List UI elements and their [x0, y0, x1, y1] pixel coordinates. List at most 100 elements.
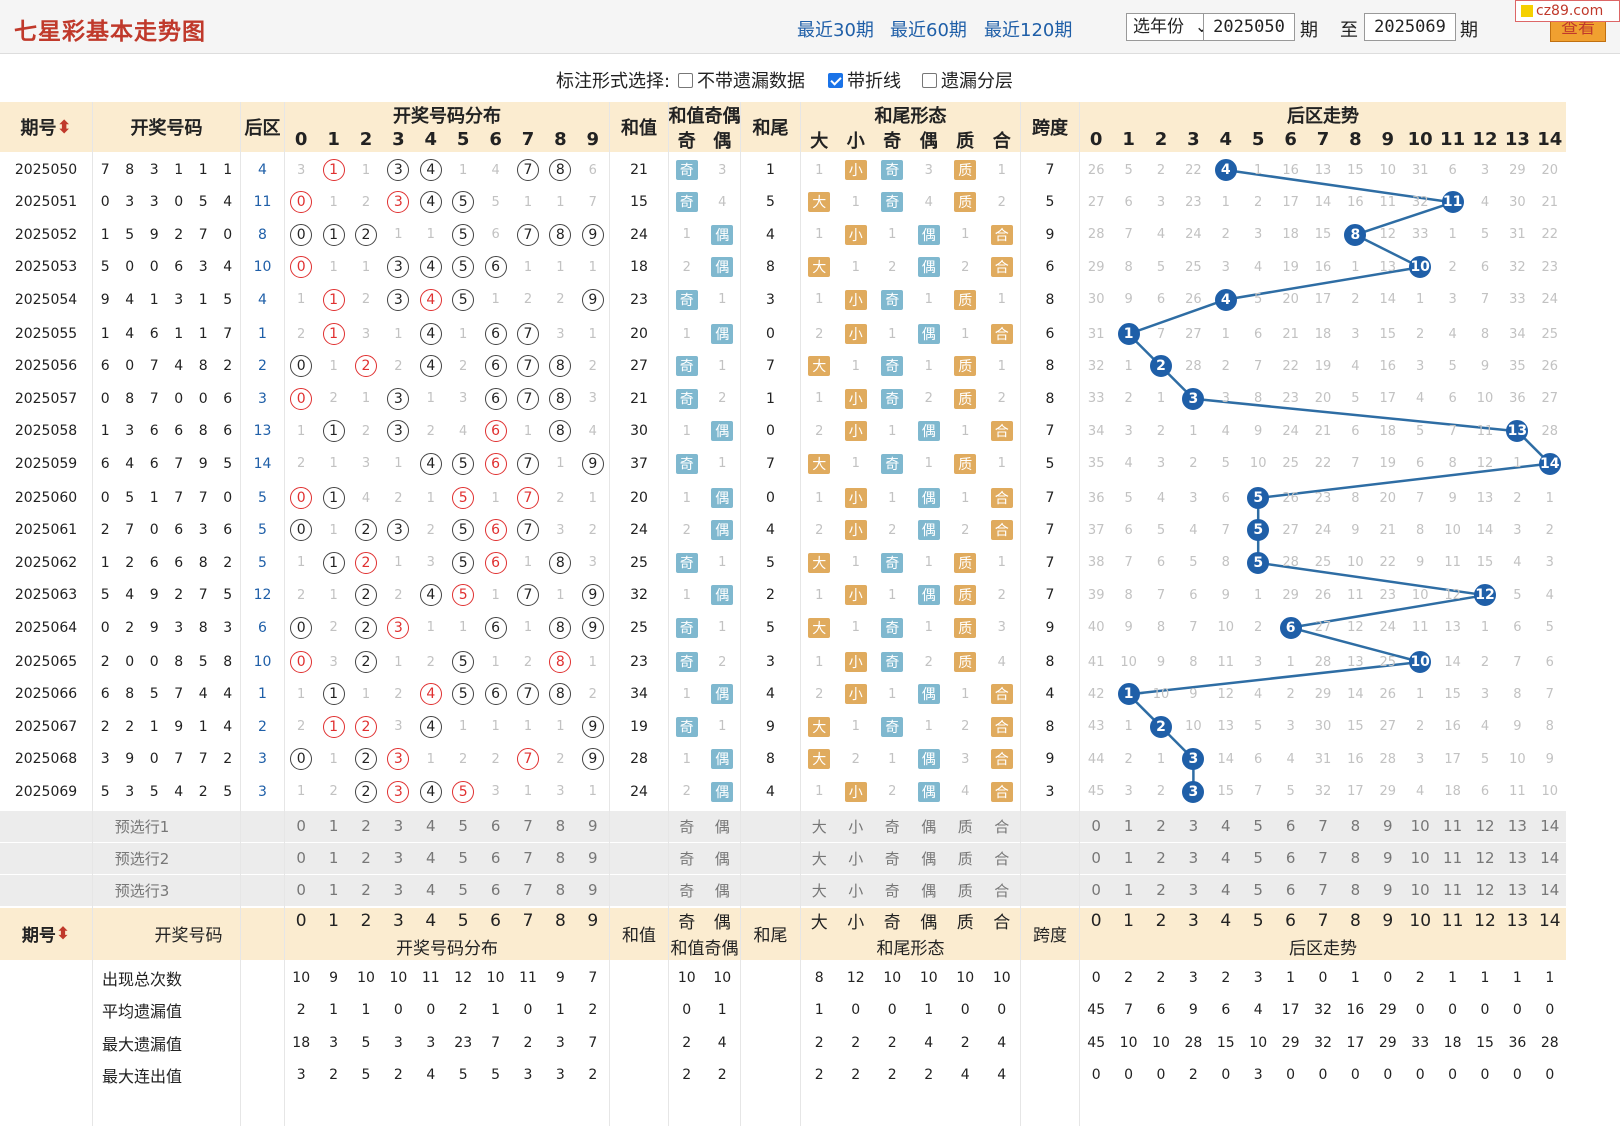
- pick-tail-form[interactable]: 小: [837, 874, 874, 906]
- pick-tail-form[interactable]: 偶: [910, 874, 947, 906]
- footer-header-issue[interactable]: 期号 ⬍: [0, 907, 92, 960]
- pick-trend-digit[interactable]: 1: [1112, 874, 1145, 906]
- pick-tail-form[interactable]: 奇: [874, 810, 911, 842]
- pick-digit[interactable]: 9: [576, 842, 609, 874]
- pick-digit[interactable]: 5: [447, 810, 480, 842]
- option-layered[interactable]: 遗漏分层: [922, 67, 1013, 93]
- pick-parity[interactable]: 奇: [669, 874, 705, 906]
- pick-digit[interactable]: 0: [285, 842, 318, 874]
- pick-parity[interactable]: 偶: [704, 842, 740, 874]
- recent-30-link[interactable]: 最近30期: [797, 20, 874, 41]
- pick-digit[interactable]: 5: [447, 874, 480, 906]
- pick-digit[interactable]: 3: [382, 842, 415, 874]
- pick-trend-digit[interactable]: 1: [1112, 810, 1145, 842]
- pick-tail-form[interactable]: 合: [983, 874, 1020, 906]
- pick-trend-digit[interactable]: 12: [1468, 810, 1502, 842]
- pick-trend-digit[interactable]: 13: [1501, 874, 1534, 906]
- pick-trend-digit[interactable]: 4: [1209, 842, 1242, 874]
- sort-icon[interactable]: ⬍: [55, 923, 71, 944]
- pick-digit[interactable]: 1: [317, 810, 350, 842]
- pick-trend-digit[interactable]: 4: [1209, 874, 1242, 906]
- pick-trend-digit[interactable]: 4: [1209, 810, 1242, 842]
- pick-digit[interactable]: 7: [511, 842, 545, 874]
- pick-trend-digit[interactable]: 0: [1080, 874, 1113, 906]
- pick-trend-digit[interactable]: 0: [1080, 810, 1113, 842]
- pick-tail-form[interactable]: 合: [983, 842, 1020, 874]
- pick-tail-form[interactable]: 质: [947, 842, 984, 874]
- pick-digit[interactable]: 4: [414, 842, 447, 874]
- pick-trend-digit[interactable]: 7: [1306, 874, 1340, 906]
- pick-tail-form[interactable]: 大: [801, 874, 838, 906]
- pick-trend-digit[interactable]: 9: [1371, 874, 1404, 906]
- pick-digit[interactable]: 4: [414, 810, 447, 842]
- pick-trend-digit[interactable]: 3: [1177, 874, 1210, 906]
- pick-trend-digit[interactable]: 6: [1274, 842, 1307, 874]
- pick-trend-digit[interactable]: 3: [1177, 842, 1210, 874]
- pick-digit[interactable]: 9: [576, 810, 609, 842]
- pick-trend-digit[interactable]: 7: [1306, 842, 1340, 874]
- pick-trend-digit[interactable]: 7: [1306, 810, 1340, 842]
- pick-trend-digit[interactable]: 0: [1080, 842, 1113, 874]
- pick-trend-digit[interactable]: 10: [1404, 842, 1437, 874]
- pick-digit[interactable]: 3: [382, 874, 415, 906]
- pick-trend-digit[interactable]: 8: [1339, 842, 1372, 874]
- pick-trend-digit[interactable]: 11: [1436, 810, 1469, 842]
- option-no-omission[interactable]: 不带遗漏数据: [678, 67, 805, 93]
- pick-parity[interactable]: 奇: [669, 810, 705, 842]
- pick-trend-digit[interactable]: 14: [1533, 842, 1566, 874]
- pick-digit[interactable]: 9: [576, 874, 609, 906]
- pick-digit[interactable]: 8: [544, 842, 577, 874]
- pick-trend-digit[interactable]: 11: [1436, 874, 1469, 906]
- pick-trend-digit[interactable]: 1: [1112, 842, 1145, 874]
- pick-parity[interactable]: 奇: [669, 842, 705, 874]
- pick-digit[interactable]: 4: [414, 874, 447, 906]
- pick-trend-digit[interactable]: 13: [1501, 842, 1534, 874]
- pick-tail-form[interactable]: 奇: [874, 842, 911, 874]
- pick-trend-digit[interactable]: 6: [1274, 810, 1307, 842]
- pick-trend-digit[interactable]: 12: [1468, 874, 1502, 906]
- pick-tail-form[interactable]: 质: [947, 810, 984, 842]
- pick-parity[interactable]: 偶: [704, 810, 740, 842]
- pick-tail-form[interactable]: 奇: [874, 874, 911, 906]
- pick-trend-digit[interactable]: 13: [1501, 810, 1534, 842]
- pick-trend-digit[interactable]: 11: [1436, 842, 1469, 874]
- pick-tail-form[interactable]: 小: [837, 842, 874, 874]
- pick-digit[interactable]: 8: [544, 874, 577, 906]
- pick-digit[interactable]: 2: [349, 842, 383, 874]
- pick-trend-digit[interactable]: 8: [1339, 874, 1372, 906]
- pick-trend-digit[interactable]: 10: [1404, 810, 1437, 842]
- header-issue[interactable]: 期号 ⬍: [0, 102, 92, 152]
- to-issue-input[interactable]: 2025069: [1364, 13, 1456, 41]
- pick-digit[interactable]: 2: [349, 810, 383, 842]
- pick-digit[interactable]: 7: [511, 810, 545, 842]
- pick-trend-digit[interactable]: 5: [1242, 874, 1275, 906]
- pick-trend-digit[interactable]: 2: [1144, 810, 1178, 842]
- pick-trend-digit[interactable]: 14: [1533, 810, 1566, 842]
- sort-icon[interactable]: ⬍: [56, 116, 72, 138]
- pick-tail-form[interactable]: 质: [947, 874, 984, 906]
- pick-trend-digit[interactable]: 10: [1404, 874, 1437, 906]
- pick-digit[interactable]: 6: [479, 874, 512, 906]
- pick-trend-digit[interactable]: 2: [1144, 874, 1178, 906]
- pick-digit[interactable]: 8: [544, 810, 577, 842]
- pick-digit[interactable]: 1: [317, 874, 350, 906]
- pick-trend-digit[interactable]: 8: [1339, 810, 1372, 842]
- pick-digit[interactable]: 3: [382, 810, 415, 842]
- checkbox-layered[interactable]: [922, 73, 937, 88]
- pick-digit[interactable]: 6: [479, 810, 512, 842]
- pick-digit[interactable]: 5: [447, 842, 480, 874]
- year-select[interactable]: 选年份 ⌄: [1126, 13, 1218, 41]
- pick-tail-form[interactable]: 大: [801, 810, 838, 842]
- pick-trend-digit[interactable]: 12: [1468, 842, 1502, 874]
- pick-digit[interactable]: 0: [285, 810, 318, 842]
- pick-digit[interactable]: 6: [479, 842, 512, 874]
- pick-tail-form[interactable]: 小: [837, 810, 874, 842]
- pick-tail-form[interactable]: 偶: [910, 842, 947, 874]
- pick-parity[interactable]: 偶: [704, 874, 740, 906]
- checkbox-no-omission[interactable]: [678, 73, 693, 88]
- pick-digit[interactable]: 0: [285, 874, 318, 906]
- pick-trend-digit[interactable]: 9: [1371, 842, 1404, 874]
- pick-tail-form[interactable]: 大: [801, 842, 838, 874]
- pick-trend-digit[interactable]: 14: [1533, 874, 1566, 906]
- pick-tail-form[interactable]: 偶: [910, 810, 947, 842]
